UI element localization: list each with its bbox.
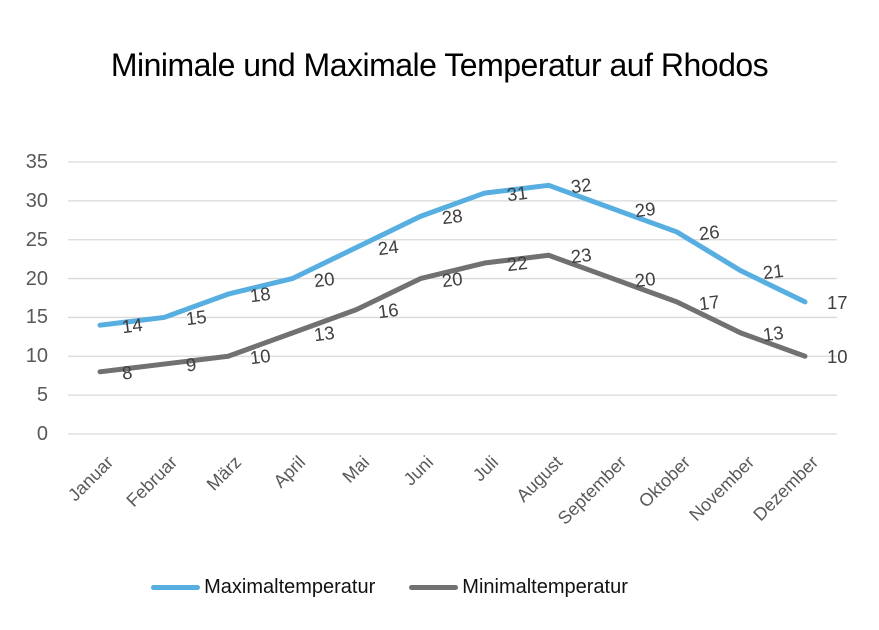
legend-item-maximaltemperatur: Maximaltemperatur (151, 576, 375, 599)
series-line-minimaltemperatur (97, 252, 808, 375)
legend-line-swatch (151, 584, 201, 590)
series-line-maximaltemperatur (97, 182, 808, 328)
legend-line-swatch (409, 584, 459, 590)
legend-label: Maximaltemperatur (204, 575, 376, 598)
chart-title: Minimale und Maximale Temperatur auf Rho… (110, 47, 769, 83)
legend-label: Minimaltemperatur (462, 575, 628, 598)
legend: Maximaltemperatur Minimaltemperatur (0, 572, 779, 602)
legend-item-minimaltemperatur: Minimaltemperatur (409, 576, 628, 599)
